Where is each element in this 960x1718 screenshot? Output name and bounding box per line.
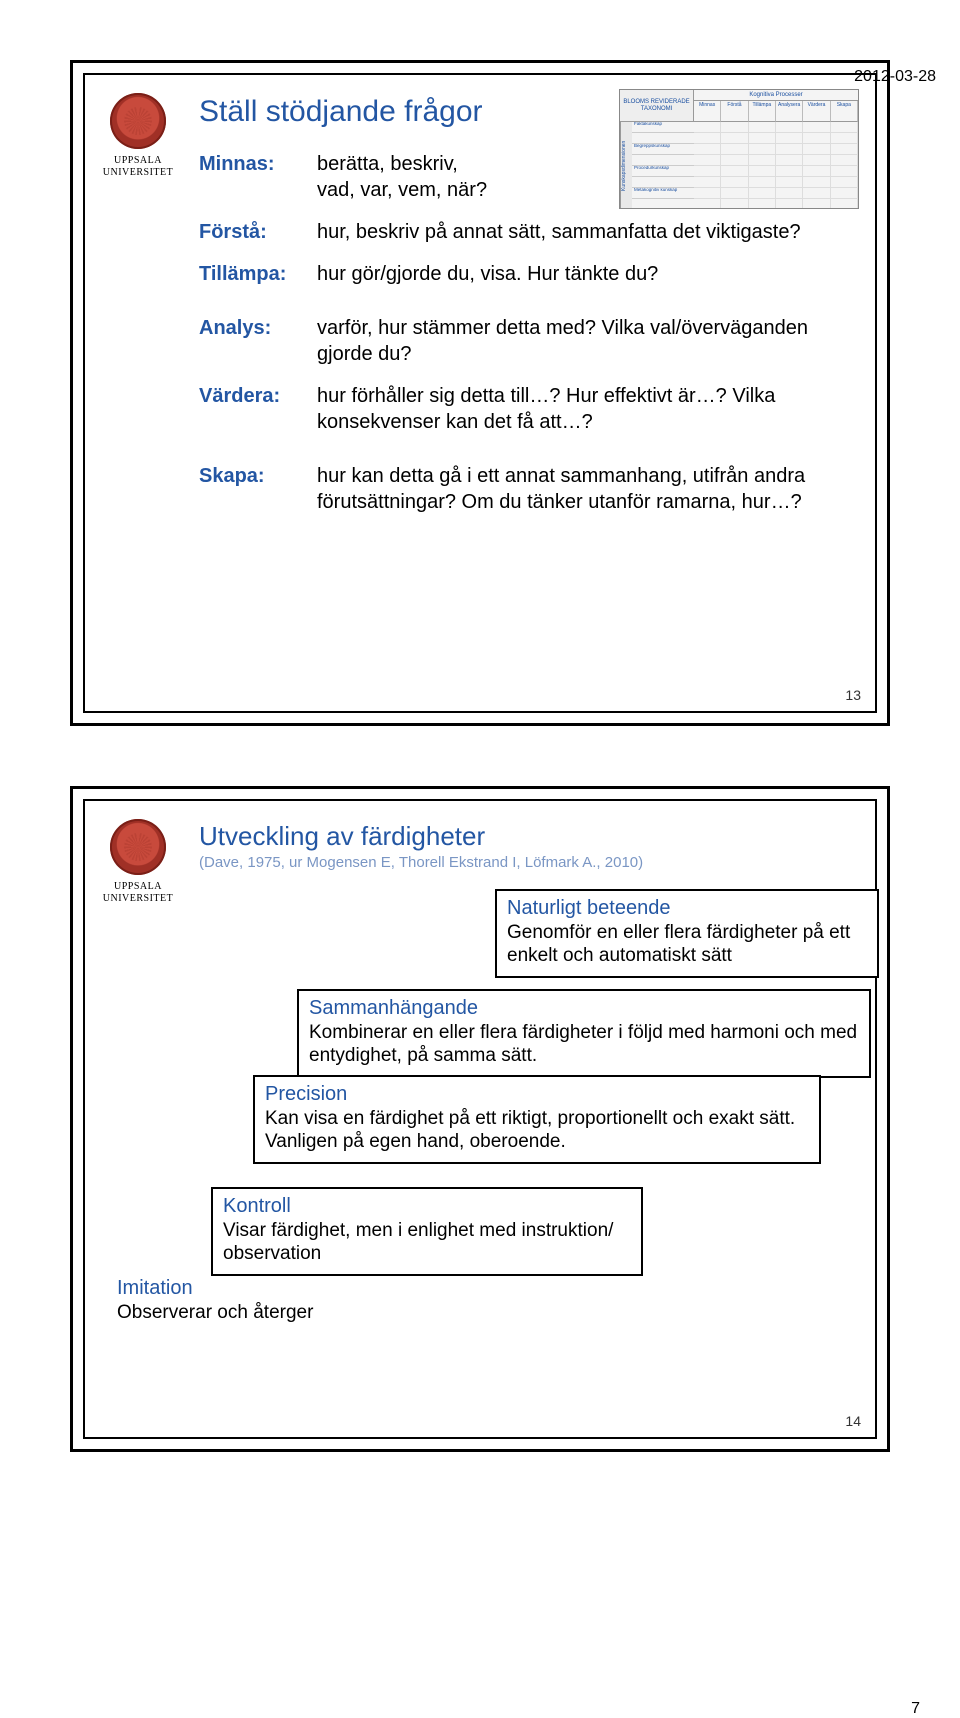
- university-line2: UNIVERSITET: [103, 167, 174, 178]
- slide-1: UPPSALA UNIVERSITET BLOOMS REVIDERADE TA…: [70, 60, 890, 726]
- stair-box-5: Naturligt beteende Genomför en eller fle…: [495, 889, 879, 978]
- mini-row: Faktakunskap: [632, 122, 694, 133]
- def-body: hur gör/gjorde du, visa. Hur tänkte du?: [317, 261, 857, 287]
- mini-row: Procedurkunskap: [632, 166, 694, 177]
- stair-box-2: Kontroll Visar färdighet, men i enlighet…: [211, 1187, 643, 1276]
- mini-col: Värdera: [803, 101, 830, 122]
- slide-1-inner: UPPSALA UNIVERSITET BLOOMS REVIDERADE TA…: [83, 73, 877, 713]
- def-term: Värdera:: [199, 383, 317, 435]
- mini-col-headers: Minnas Förstå Tillämpa Analysera Värdera…: [694, 101, 858, 122]
- definitions-group-2: Analys: varför, hur stämmer detta med? V…: [199, 315, 857, 435]
- stair-title: Naturligt beteende: [507, 897, 867, 920]
- def-body: hur, beskriv på annat sätt, sammanfatta …: [317, 219, 857, 245]
- stair-body: Visar färdighet, men i enlighet med inst…: [223, 1220, 631, 1266]
- def-row: Skapa: hur kan detta gå i ett annat samm…: [199, 463, 857, 515]
- slide-2: UPPSALA UNIVERSITET Utveckling av färdig…: [70, 786, 890, 1452]
- mini-side: Kunskapsdimensionen: [620, 122, 632, 209]
- mini-row: [632, 199, 694, 209]
- def-term: Analys:: [199, 315, 317, 367]
- slide-number: 13: [845, 687, 861, 703]
- def-row: Förstå: hur, beskriv på annat sätt, samm…: [199, 219, 857, 245]
- def-body: hur kan detta gå i ett annat sammanhang,…: [317, 463, 857, 515]
- mini-col: Minnas: [694, 101, 721, 122]
- def-row: Analys: varför, hur stämmer detta med? V…: [199, 315, 857, 367]
- stair-title: Precision: [265, 1083, 809, 1106]
- stair-body: Kombinerar en eller flera färdigheter i …: [309, 1022, 859, 1068]
- stair-box-3: Precision Kan visa en färdighet på ett r…: [253, 1075, 821, 1164]
- stair-title: Sammanhängande: [309, 997, 859, 1020]
- slide-2-subheading: (Dave, 1975, ur Mogensen E, Thorell Ekst…: [199, 854, 857, 871]
- def-term: Förstå:: [199, 219, 317, 245]
- def-term: Minnas:: [199, 151, 317, 203]
- mini-grid: [694, 122, 858, 209]
- stair-body: Kan visa en färdighet på ett riktigt, pr…: [265, 1108, 809, 1154]
- stair-box-1: Imitation Observerar och återger: [111, 1277, 351, 1325]
- mini-col: Analysera: [776, 101, 803, 122]
- mini-col: Tillämpa: [749, 101, 776, 122]
- def-body: varför, hur stämmer detta med? Vilka val…: [317, 315, 857, 367]
- mini-row: Begreppskunskap: [632, 144, 694, 155]
- page-number: 7: [911, 1700, 920, 1718]
- def-term: Tillämpa:: [199, 261, 317, 287]
- stair-title: Kontroll: [223, 1195, 631, 1218]
- def-term: Skapa:: [199, 463, 317, 515]
- university-name: UPPSALA UNIVERSITET: [99, 155, 177, 179]
- mini-col: Skapa: [831, 101, 858, 122]
- stair-body: Observerar och återger: [117, 1302, 351, 1325]
- stair-box-4: Sammanhängande Kombinerar en eller flera…: [297, 989, 871, 1078]
- stair-title: Imitation: [117, 1277, 351, 1300]
- stair-body: Genomför en eller flera färdigheter på e…: [507, 922, 867, 968]
- def-row: Tillämpa: hur gör/gjorde du, visa. Hur t…: [199, 261, 857, 287]
- university-seal-icon: [110, 93, 166, 149]
- staircase-diagram: Naturligt beteende Genomför en eller fle…: [103, 889, 857, 1369]
- definitions-group-3: Skapa: hur kan detta gå i ett annat samm…: [199, 463, 857, 515]
- university-line1: UPPSALA: [114, 155, 162, 166]
- mini-row: [632, 177, 694, 188]
- def-body: hur förhåller sig detta till…? Hur effek…: [317, 383, 857, 435]
- mini-row: [632, 133, 694, 144]
- mini-corner: BLOOMS REVIDERADE TAXONOMI: [620, 90, 694, 122]
- mini-top: Kognitiva Processer: [694, 90, 858, 101]
- university-seal-icon: [110, 819, 166, 875]
- slide-number: 14: [845, 1413, 861, 1429]
- mini-row: [632, 155, 694, 166]
- def-row: Värdera: hur förhåller sig detta till…? …: [199, 383, 857, 435]
- slide-2-heading: Utveckling av färdigheter: [199, 821, 857, 852]
- slide-2-inner: UPPSALA UNIVERSITET Utveckling av färdig…: [83, 799, 877, 1439]
- mini-col: Förstå: [721, 101, 748, 122]
- mini-row: Metakognitiv kunskap: [632, 188, 694, 199]
- mini-row-headers: Faktakunskap Begreppskunskap Procedurkun…: [632, 122, 694, 209]
- taxonomy-thumbnail: BLOOMS REVIDERADE TAXONOMI Kognitiva Pro…: [619, 89, 859, 209]
- logo-column: UPPSALA UNIVERSITET: [99, 93, 177, 179]
- slide-2-content: Utveckling av färdigheter (Dave, 1975, u…: [199, 821, 857, 1369]
